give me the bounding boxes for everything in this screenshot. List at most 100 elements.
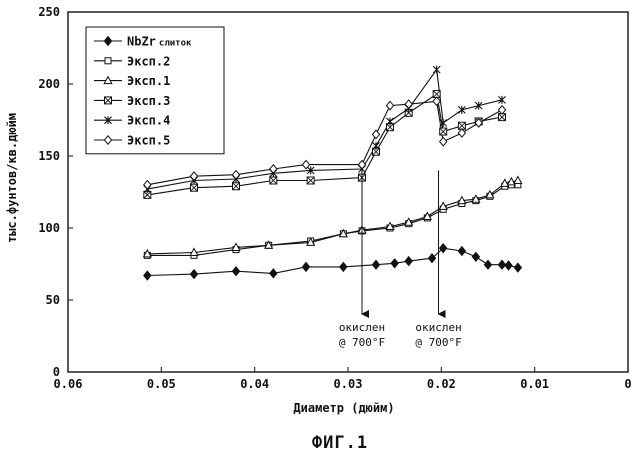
legend-label: Эксп.2 [127,54,170,68]
data-point [438,136,448,147]
data-point [372,141,380,150]
marker-shape [483,259,493,270]
marker-shape [485,189,495,199]
marker-shape [385,221,395,231]
legend-entry: Эксп.3 [94,94,170,108]
data-point [371,129,381,140]
figure-caption: ФИГ.1 [312,433,368,453]
marker-shape [497,259,507,270]
data-point [497,259,507,270]
y-tick-label: 0 [53,365,60,379]
marker-shape [457,127,467,138]
marker-shape [474,117,483,128]
marker-shape [104,57,112,65]
x-tick-label: 0.03 [334,377,363,391]
marker-shape [306,166,315,175]
marker-shape [189,247,199,256]
data-point [386,117,394,126]
data-point [338,228,348,238]
y-tick-label: 200 [38,77,60,91]
annotation-label: @ 700°F [339,336,385,349]
marker-cross [143,191,152,199]
marker-shape [500,178,510,187]
marker-shape [264,240,274,249]
data-point [457,245,467,257]
marker-shape [432,96,441,107]
legend-entry: Эксп.2 [94,54,170,68]
data-point [190,183,198,192]
legend-label-text: Эксп.3 [127,94,170,108]
data-point [483,259,493,270]
marker-shape [438,242,448,254]
marker-shape [269,268,278,279]
x-tick-label: 0.02 [427,377,456,391]
legend-marker [103,135,113,145]
marker-shape [504,260,513,271]
marker-shape [432,65,441,74]
data-point [432,65,441,74]
data-point [457,195,467,205]
marker-shape [189,171,199,182]
marker-shape [143,179,152,190]
legend-entry: Эксп.4 [94,114,170,128]
x-tick-label: 0.05 [147,377,176,391]
data-point [143,179,152,190]
marker-shape [339,261,348,273]
marker-shape [371,259,381,270]
legend-marker [104,116,112,125]
data-point [439,118,448,127]
data-point [497,104,507,115]
legend-label: Эксп.5 [127,134,170,148]
legend-box [85,26,225,155]
data-point [498,95,506,104]
legend-marker [104,57,112,65]
marker-shape [422,211,432,220]
marker-shape [371,129,381,140]
marker-shape [438,136,448,147]
marker-shape [301,261,311,273]
data-point [432,96,441,107]
legend-entry: NbZr слиток [94,35,192,49]
data-point [504,260,513,271]
marker-shape [457,195,467,205]
marker-shape [404,99,413,110]
marker-cross [498,113,506,121]
data-point [385,100,395,111]
data-point [269,176,278,185]
data-point [301,261,311,273]
legend-label-text: Эксп.5 [127,134,170,148]
y-tick-label: 50 [46,293,60,307]
marker-shape [372,141,380,150]
series-line-6 [147,100,503,186]
x-axis-title: Диаметр (дюйм) [293,401,394,415]
data-point [438,201,448,210]
y-tick-label: 100 [38,221,60,235]
data-point [357,159,367,170]
annotation-label: окислен [415,321,461,334]
marker-shape [104,116,112,125]
data-point [457,127,467,138]
marker-shape [103,135,113,145]
data-point [143,270,152,281]
data-point [513,262,523,273]
marker-shape [306,237,316,246]
data-point [513,175,523,184]
legend-marker [103,35,113,47]
data-point [471,251,481,262]
data-point [306,237,316,246]
data-point [189,247,199,256]
data-point [306,166,315,175]
data-point [422,211,432,220]
marker-shape [189,268,199,280]
data-point [506,176,516,186]
data-point [404,255,413,267]
legend-entry: Эксп.5 [94,134,170,148]
marker-shape [142,248,152,258]
marker-cross [439,127,448,136]
y-tick-label: 250 [38,5,60,19]
marker-shape [338,228,348,238]
data-point [474,117,483,128]
data-point [142,248,152,258]
legend-label-text: NbZr [127,35,156,49]
data-point [372,147,380,156]
